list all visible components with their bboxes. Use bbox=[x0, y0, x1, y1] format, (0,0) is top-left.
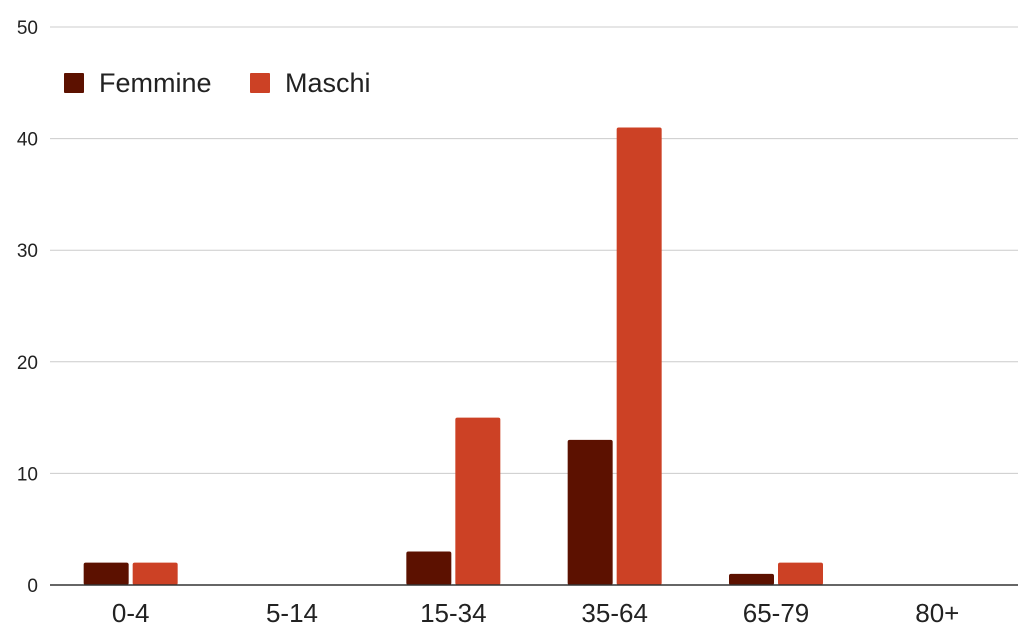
x-tick-label: 80+ bbox=[915, 598, 959, 624]
x-tick-label: 15-34 bbox=[420, 598, 487, 624]
bar-femmine-35-64 bbox=[567, 439, 613, 585]
bars bbox=[83, 127, 823, 585]
legend-swatch-maschi bbox=[250, 73, 270, 93]
bar-maschi-0-4 bbox=[132, 562, 178, 585]
y-tick-label: 40 bbox=[17, 130, 38, 151]
bar-femmine-65-79 bbox=[729, 573, 774, 585]
legend-label-maschi: Maschi bbox=[285, 68, 371, 98]
y-tick-label: 10 bbox=[17, 464, 38, 485]
bar-femmine-0-4 bbox=[83, 562, 129, 585]
y-tick-label: 50 bbox=[17, 18, 38, 39]
x-tick-label: 0-4 bbox=[112, 598, 150, 624]
y-tick-label: 0 bbox=[27, 576, 38, 597]
x-axis-tick-labels: 0-4 5-14 15-34 35-64 65-79 80+ bbox=[112, 598, 960, 624]
x-tick-label: 65-79 bbox=[743, 598, 810, 624]
gridlines bbox=[50, 26, 1018, 474]
x-tick-label: 35-64 bbox=[581, 598, 648, 624]
legend-swatch-femmine bbox=[64, 73, 84, 93]
legend-label-femmine: Femmine bbox=[99, 68, 212, 98]
bar-maschi-65-79 bbox=[778, 562, 823, 585]
y-tick-label: 30 bbox=[17, 241, 38, 262]
x-tick-label: 5-14 bbox=[266, 598, 318, 624]
y-tick-label: 20 bbox=[17, 353, 38, 374]
bar-maschi-15-34 bbox=[455, 417, 501, 585]
legend: Femmine Maschi bbox=[64, 68, 371, 98]
bar-femmine-15-34 bbox=[406, 551, 452, 585]
y-axis-tick-labels: 0 10 20 30 40 50 bbox=[17, 18, 38, 597]
bar-maschi-35-64 bbox=[616, 127, 662, 585]
